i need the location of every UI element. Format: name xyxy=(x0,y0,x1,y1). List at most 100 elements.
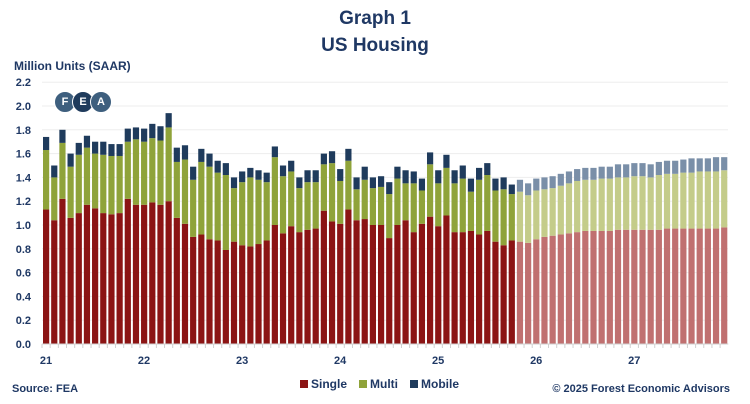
bar-multi xyxy=(361,179,368,220)
bar-multi xyxy=(467,191,475,231)
bar-mobile xyxy=(443,154,450,168)
y-tick-label: 1.6 xyxy=(16,149,31,161)
bar-multi xyxy=(451,183,458,233)
bar-multi xyxy=(402,183,409,221)
bar-mobile-forecast xyxy=(606,166,613,179)
y-tick-label: 1.2 xyxy=(16,196,31,208)
legend-swatch xyxy=(300,380,308,388)
y-tick-label: 0.0 xyxy=(16,339,31,351)
bar-single xyxy=(328,221,336,344)
bar-multi-forecast xyxy=(533,190,540,240)
bar-mobile xyxy=(255,170,262,180)
bar-mobile xyxy=(426,152,434,165)
copyright-note: © 2025 Forest Economic Advisors xyxy=(552,383,730,395)
bar-mobile xyxy=(320,153,327,165)
bar-single-forecast xyxy=(655,229,662,344)
bar-single-forecast xyxy=(614,229,622,344)
bar-multi-forecast xyxy=(712,171,720,229)
bar-single xyxy=(149,202,156,344)
bar-single xyxy=(508,240,515,344)
bar-multi xyxy=(247,177,254,247)
bar-single xyxy=(394,225,401,344)
bar-multi-forecast xyxy=(663,173,671,229)
bar-multi-forecast xyxy=(516,191,524,242)
bar-mobile xyxy=(157,126,164,141)
bar-single xyxy=(320,210,327,344)
bar-single xyxy=(92,208,99,344)
bar-multi xyxy=(435,183,442,227)
bar-mobile-forecast xyxy=(639,163,646,177)
bar-single xyxy=(377,225,385,344)
bar-single xyxy=(255,244,262,344)
bar-multi-forecast xyxy=(606,178,613,231)
bar-single-forecast xyxy=(533,239,540,344)
bar-mobile-forecast xyxy=(631,163,638,177)
bar-single xyxy=(459,232,466,344)
bar-single xyxy=(230,241,238,344)
legend-item-multi: Multi xyxy=(359,377,398,391)
bar-mobile xyxy=(500,177,507,190)
bar-multi xyxy=(353,189,360,221)
bar-single xyxy=(443,215,450,344)
bar-single-forecast xyxy=(639,229,646,344)
bar-mobile xyxy=(43,136,50,151)
bar-mobile xyxy=(132,127,140,140)
legend-swatch xyxy=(359,380,368,388)
bar-mobile xyxy=(239,171,246,183)
bar-multi xyxy=(206,166,213,240)
bar-mobile-forecast xyxy=(680,159,687,173)
bar-multi xyxy=(328,163,336,222)
bar-multi xyxy=(157,140,164,205)
bar-single xyxy=(484,230,491,344)
bar-mobile-forecast xyxy=(533,178,540,191)
bar-single xyxy=(386,238,393,344)
bar-single xyxy=(247,246,254,344)
bar-mobile xyxy=(484,163,491,176)
bar-multi xyxy=(222,175,229,250)
bar-multi-forecast xyxy=(525,195,532,243)
bar-single xyxy=(67,217,74,344)
bar-mobile-forecast xyxy=(696,158,703,172)
bar-mobile-forecast xyxy=(557,173,564,186)
bar-multi xyxy=(369,188,376,225)
y-axis-label: Million Units (SAAR) xyxy=(14,59,131,73)
bar-mobile xyxy=(141,128,148,142)
x-tick-label: 26 xyxy=(530,355,542,367)
bar-single xyxy=(206,239,213,344)
bar-mobile-forecast xyxy=(655,161,662,176)
x-tick-label: 23 xyxy=(236,355,248,367)
bar-mobile xyxy=(222,163,229,176)
legend: Single Multi Mobile xyxy=(300,377,459,391)
y-tick-label: 0.8 xyxy=(16,244,31,256)
bar-mobile xyxy=(361,166,368,180)
bar-multi-forecast xyxy=(688,172,695,229)
bar-multi xyxy=(132,139,140,205)
bar-single-forecast xyxy=(549,235,556,344)
y-tick-label: 1.4 xyxy=(16,172,32,184)
bar-single-forecast xyxy=(598,230,605,344)
bar-mobile-forecast xyxy=(541,177,548,190)
bar-single xyxy=(51,220,58,344)
bar-multi xyxy=(141,141,148,205)
bar-multi xyxy=(173,161,180,218)
bar-single xyxy=(288,226,295,344)
bar-multi-forecast xyxy=(614,177,622,230)
bar-single xyxy=(361,219,368,344)
bar-single xyxy=(304,229,311,344)
bar-multi-forecast xyxy=(639,176,646,230)
y-tick-label: 2.2 xyxy=(16,77,31,89)
chart-subtitle: US Housing xyxy=(321,35,429,56)
bar-multi xyxy=(410,183,417,233)
bar-mobile-forecast xyxy=(647,164,654,178)
bar-multi xyxy=(92,153,99,209)
bar-mobile-forecast xyxy=(525,183,532,196)
bar-mobile xyxy=(394,166,401,179)
bar-mobile-forecast xyxy=(672,160,679,174)
bar-multi xyxy=(116,155,123,214)
bar-multi xyxy=(263,182,270,241)
bar-multi xyxy=(198,161,205,235)
bar-mobile xyxy=(451,170,458,184)
bar-mobile-forecast xyxy=(582,167,589,180)
bar-mobile xyxy=(108,144,115,156)
bar-mobile xyxy=(418,178,426,191)
